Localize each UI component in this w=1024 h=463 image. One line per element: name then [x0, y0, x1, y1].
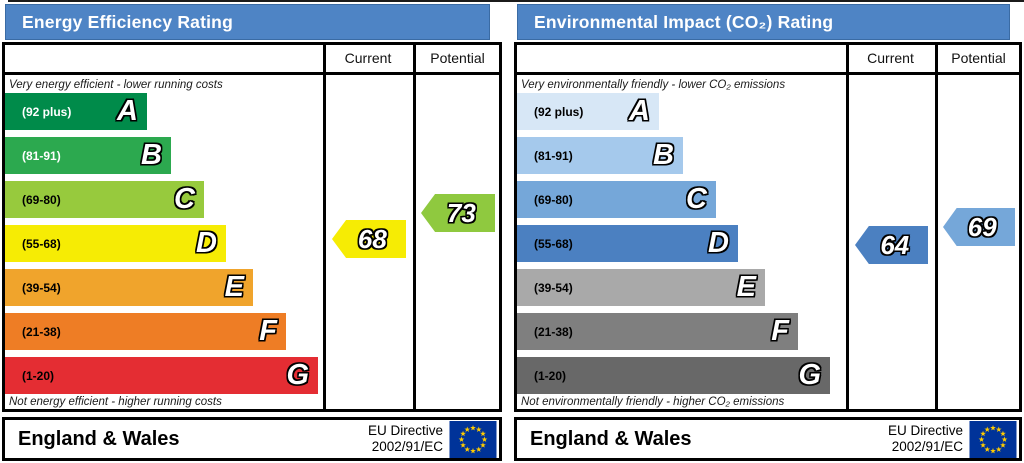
top-note: Very energy efficient - lower running co…: [9, 79, 223, 91]
band-letter: G: [798, 358, 821, 391]
region-label: England & Wales: [18, 427, 180, 450]
band-range-label: (1-20): [534, 368, 567, 383]
potential-rating-arrow: 69: [943, 208, 1015, 246]
band-letter: E: [224, 270, 244, 303]
panel-footer: England & Wales EU Directive 2002/91/EC: [2, 417, 502, 461]
potential-column-header: Potential: [430, 50, 485, 66]
band-row-e: (39-54) E: [5, 269, 253, 306]
band-letter: A: [117, 94, 138, 127]
top-border-line: [8, 0, 1024, 2]
band-letter: F: [259, 314, 277, 347]
band-letter: C: [686, 182, 707, 215]
energy-efficiency-panel: Energy Efficiency Rating Current Potenti…: [2, 2, 502, 461]
eu-flag-icon: [969, 420, 1017, 458]
panel-title-bar: Energy Efficiency Rating: [5, 4, 490, 40]
band-range-label: (39-54): [22, 280, 61, 295]
column-divider: [935, 45, 938, 409]
current-column-header: Current: [344, 50, 392, 66]
panel-title: Environmental Impact (CO₂) Rating: [534, 11, 834, 32]
region-label: England & Wales: [530, 427, 692, 450]
eu-directive-line1: EU Directive: [367, 423, 443, 438]
band-row-c: (69-80) C: [517, 181, 716, 218]
current-rating-value: 64: [880, 230, 910, 260]
eu-directive-text: EU Directive 2002/91/EC: [888, 423, 969, 455]
band-letter: D: [196, 226, 217, 259]
band-row-b: (81-91) B: [5, 137, 171, 174]
band-row-a: (92 plus) A: [5, 93, 147, 130]
panel-footer: England & Wales EU Directive 2002/91/EC: [514, 417, 1022, 461]
eu-flag-icon: [449, 420, 497, 458]
band-range-label: (69-80): [22, 192, 61, 207]
table-header-row: Current Potential: [5, 45, 499, 75]
band-range-label: (69-80): [534, 192, 573, 207]
band-letter: B: [653, 138, 674, 171]
column-divider: [846, 45, 849, 409]
band-range-label: (21-38): [22, 324, 61, 339]
band-range-label: (55-68): [22, 236, 61, 251]
current-rating-arrow: 64: [855, 226, 928, 264]
band-range-label: (81-91): [22, 148, 61, 163]
band-range-label: (39-54): [534, 280, 573, 295]
band-row-d: (55-68) D: [517, 225, 738, 262]
band-letter: B: [141, 138, 162, 171]
band-letter: F: [771, 314, 789, 347]
band-range-label: (55-68): [534, 236, 573, 251]
band-letter: C: [174, 182, 195, 215]
eu-directive-line2: 2002/91/EC: [371, 439, 443, 454]
potential-rating-value: 69: [967, 212, 997, 242]
bottom-note: Not energy efficient - higher running co…: [9, 396, 222, 408]
current-rating-arrow: 68: [332, 220, 406, 258]
band-letter: G: [286, 358, 309, 391]
potential-rating-arrow: 73: [421, 194, 495, 232]
column-divider: [323, 45, 326, 409]
eu-directive-text: EU Directive 2002/91/EC: [368, 423, 449, 455]
band-row-a: (92 plus) A: [517, 93, 659, 130]
panel-title: Energy Efficiency Rating: [22, 11, 233, 32]
column-divider: [413, 45, 416, 409]
potential-column-header: Potential: [951, 50, 1006, 66]
panel-title-bar: Environmental Impact (CO₂) Rating: [517, 4, 1010, 40]
top-note: Very environmentally friendly - lower CO…: [521, 79, 786, 91]
band-letter: D: [708, 226, 729, 259]
band-range-label: (81-91): [534, 148, 573, 163]
rating-table: Current Potential Very energy efficient …: [2, 42, 502, 412]
band-range-label: (21-38): [534, 324, 573, 339]
band-letter: E: [736, 270, 756, 303]
band-row-g: (1-20) G: [517, 357, 830, 394]
band-row-d: (55-68) D: [5, 225, 226, 262]
rating-scale-area: Very environmentally friendly - lower CO…: [517, 75, 1019, 409]
rating-table: Current Potential Very environmentally f…: [514, 42, 1022, 412]
band-row-f: (21-38) F: [517, 313, 798, 350]
eu-directive-line2: 2002/91/EC: [891, 439, 963, 454]
rating-scale-area: Very energy efficient - lower running co…: [5, 75, 499, 409]
band-row-f: (21-38) F: [5, 313, 286, 350]
band-range-label: (92 plus): [22, 104, 72, 119]
band-range-label: (1-20): [22, 368, 55, 383]
band-row-e: (39-54) E: [517, 269, 765, 306]
band-row-g: (1-20) G: [5, 357, 318, 394]
band-row-c: (69-80) C: [5, 181, 204, 218]
current-column-header: Current: [867, 50, 914, 66]
potential-rating-value: 73: [446, 198, 476, 228]
table-header-row: Current Potential: [517, 45, 1019, 75]
current-rating-value: 68: [357, 224, 387, 254]
bottom-note: Not environmentally friendly - higher CO…: [521, 396, 785, 408]
band-range-label: (92 plus): [534, 104, 584, 119]
eu-directive-line1: EU Directive: [887, 423, 963, 438]
band-letter: A: [629, 94, 650, 127]
environmental-impact-panel: Environmental Impact (CO₂) Rating Curren…: [514, 2, 1022, 461]
band-row-b: (81-91) B: [517, 137, 683, 174]
